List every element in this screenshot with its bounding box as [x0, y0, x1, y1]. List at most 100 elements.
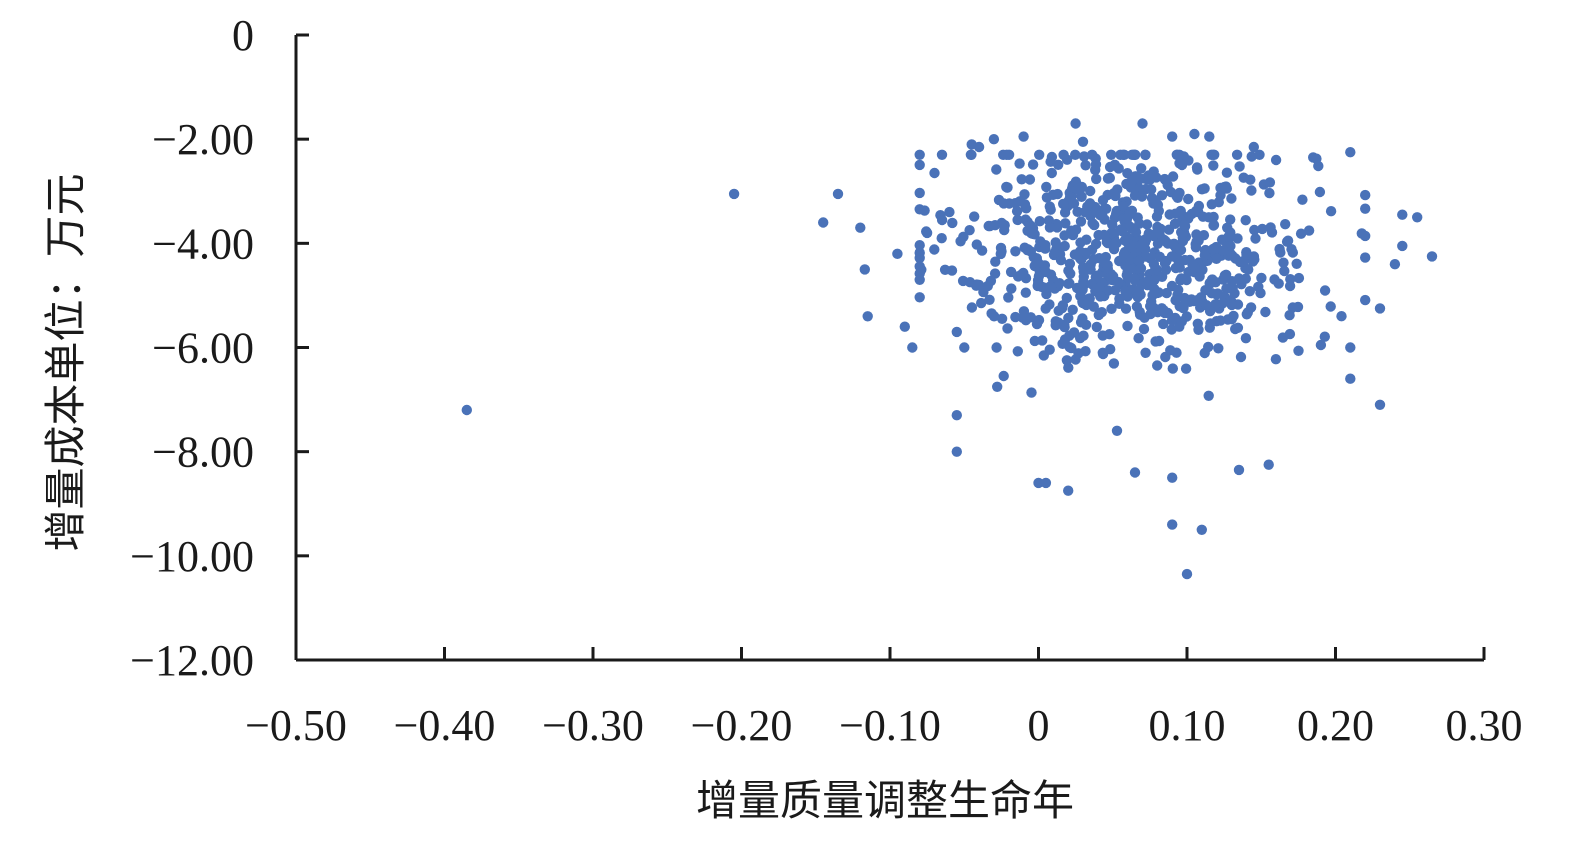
data-point: [1148, 258, 1160, 270]
data-point: [1041, 192, 1053, 203]
data-point: [1059, 240, 1070, 252]
data-point: [1235, 351, 1247, 363]
data-point: [1001, 149, 1012, 160]
data-point: [1002, 182, 1013, 193]
data-point: [907, 342, 918, 353]
data-point: [1136, 191, 1148, 202]
data-point: [959, 342, 970, 353]
data-point: [1027, 228, 1038, 239]
data-point: [973, 141, 985, 153]
data-point: [1187, 259, 1198, 270]
data-point: [1131, 301, 1143, 312]
data-point: [971, 239, 982, 250]
data-point: [1280, 219, 1291, 230]
y-tick-label: −2.00: [152, 115, 254, 164]
data-point: [1063, 278, 1074, 289]
data-point: [1121, 213, 1133, 224]
data-point: [1129, 467, 1141, 478]
data-point: [1213, 343, 1224, 354]
data-point: [1059, 230, 1070, 241]
x-tick-label: 0: [1028, 701, 1050, 750]
data-point: [1287, 302, 1299, 313]
data-point: [1014, 158, 1025, 169]
data-point: [1040, 477, 1052, 489]
data-point: [992, 381, 1003, 392]
data-point: [1145, 300, 1157, 312]
data-point: [1199, 250, 1211, 261]
data-point: [1222, 222, 1233, 233]
data-point: [1092, 270, 1104, 281]
data-point: [1231, 149, 1243, 160]
data-point: [1211, 253, 1222, 264]
data-point: [1068, 327, 1080, 338]
data-point: [1169, 218, 1181, 229]
data-point: [1032, 275, 1044, 286]
data-point: [1114, 293, 1125, 304]
data-point: [1279, 265, 1290, 277]
data-point: [1167, 131, 1178, 142]
axes: [294, 35, 1484, 662]
data-point: [1033, 477, 1044, 489]
data-point: [1059, 321, 1070, 333]
data-point: [1066, 342, 1077, 354]
data-point: [1102, 260, 1113, 271]
data-point: [1208, 160, 1219, 171]
data-point: [1081, 299, 1092, 311]
data-point: [1095, 209, 1106, 221]
data-point: [1070, 118, 1081, 129]
data-point: [1072, 206, 1083, 217]
data-point: [1260, 306, 1271, 318]
data-point: [914, 149, 925, 160]
x-tick-label: −0.40: [394, 701, 496, 750]
x-tick-label: −0.20: [691, 701, 793, 750]
data-point: [1336, 311, 1347, 322]
data-point: [1029, 335, 1041, 347]
data-point: [1167, 472, 1178, 483]
data-point: [1078, 266, 1089, 277]
data-point: [1360, 189, 1371, 201]
data-point: [964, 225, 975, 236]
data-point: [1122, 320, 1133, 332]
data-point: [1208, 243, 1219, 255]
data-point: [1070, 224, 1082, 235]
data-point: [1070, 176, 1082, 187]
data-point: [1059, 207, 1071, 218]
data-point: [1106, 303, 1117, 314]
data-point: [1141, 219, 1153, 230]
data-point: [1120, 303, 1132, 314]
data-point: [1192, 318, 1204, 329]
data-point: [1045, 156, 1056, 167]
data-point: [1190, 242, 1202, 253]
data-point: [914, 159, 925, 171]
data-point: [990, 256, 1001, 267]
data-point: [1104, 329, 1115, 340]
data-point: [1240, 215, 1251, 226]
x-tick-label: 0.10: [1149, 701, 1226, 750]
data-point: [1325, 301, 1336, 312]
data-point: [1051, 222, 1063, 233]
data-point: [1149, 274, 1160, 286]
data-point: [1110, 190, 1121, 202]
data-point: [1314, 186, 1326, 198]
data-point: [1065, 268, 1076, 279]
y-tick-label: −6.00: [152, 324, 254, 373]
data-point: [1158, 318, 1169, 330]
data-point: [1011, 206, 1023, 217]
data-point: [944, 206, 955, 218]
data-point: [1018, 267, 1029, 279]
y-tick-label: −4.00: [152, 219, 254, 268]
data-point: [1232, 233, 1243, 244]
data-point: [1194, 271, 1205, 282]
data-point: [1085, 259, 1096, 270]
data-point: [1075, 216, 1087, 227]
data-point: [1249, 224, 1260, 236]
data-point: [914, 292, 925, 303]
data-point: [1081, 234, 1092, 245]
data-point: [1264, 177, 1276, 188]
data-point: [818, 217, 829, 228]
data-point: [1295, 228, 1307, 239]
data-point: [1006, 283, 1017, 294]
data-point: [1019, 242, 1030, 253]
data-point: [1016, 174, 1027, 185]
